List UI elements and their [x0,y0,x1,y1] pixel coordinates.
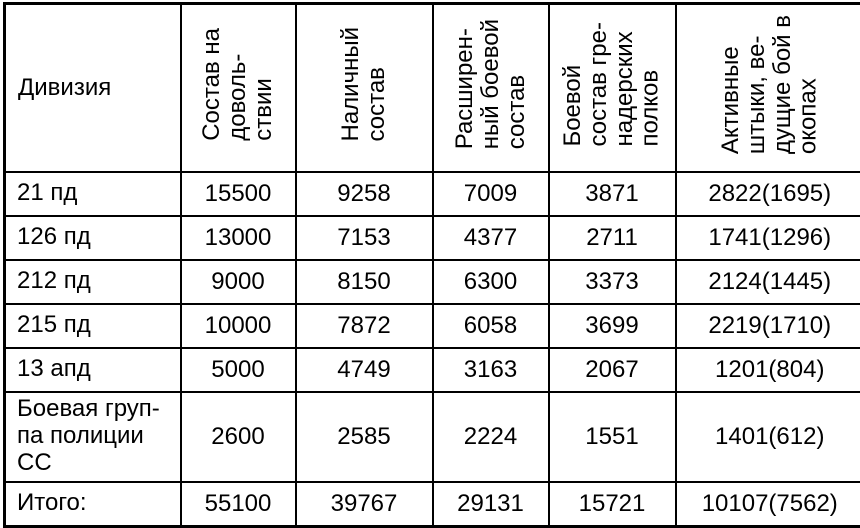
table-row: Боевая груп- па полиции СС 2600 2585 222… [5,392,860,482]
value-cell: 1201(804) [676,348,860,392]
value-cell: 2711 [549,216,676,260]
value-cell: 55100 [181,482,296,527]
value-cell: 9000 [181,260,296,304]
value-cell: 39767 [296,482,433,527]
value-cell: 3163 [433,348,549,392]
value-cell: 6058 [433,304,549,348]
value-cell: 2224 [433,392,549,482]
value-cell: 7009 [433,172,549,216]
value-cell: 8150 [296,260,433,304]
value-cell: 6300 [433,260,549,304]
table-header-row: Дивизия Состав на доволь- ствии Наличный… [5,4,860,172]
value-cell: 2585 [296,392,433,482]
value-cell: 10107(7562) [676,482,860,527]
division-cell: 13 апд [5,348,181,392]
total-label-cell: Итого: [5,482,181,527]
column-header-grenadier-combat-strength: Боевой состав гре- надерских полков [549,4,676,172]
value-cell: 13000 [181,216,296,260]
value-cell: 9258 [296,172,433,216]
table-row: 212 пд 9000 8150 6300 3373 2124(1445) [5,260,860,304]
value-cell: 4377 [433,216,549,260]
division-cell: 212 пд [5,260,181,304]
column-header-active-bayonets: Активные штыки, ве- дущие бой в окопах [676,4,860,172]
value-cell: 7872 [296,304,433,348]
table-row: 21 пд 15500 9258 7009 3871 2822(1695) [5,172,860,216]
rotated-header-text: Состав на доволь- ствии [199,28,277,141]
value-cell: 2822(1695) [676,172,860,216]
value-cell: 2124(1445) [676,260,860,304]
rotated-header-text: Боевой состав гре- надерских полков [560,22,664,147]
rotated-header-text: Расширен- ный боевой состав [452,19,530,149]
value-cell: 1401(612) [676,392,860,482]
value-cell: 3871 [549,172,676,216]
value-cell: 4749 [296,348,433,392]
table-row: 13 апд 5000 4749 3163 2067 1201(804) [5,348,860,392]
value-cell: 5000 [181,348,296,392]
value-cell: 3699 [549,304,676,348]
column-header-ration-strength: Состав на доволь- ствии [181,4,296,172]
value-cell: 2067 [549,348,676,392]
column-header-present-strength: Наличный состав [296,4,433,172]
division-cell: 215 пд [5,304,181,348]
rotated-header-text: Наличный состав [338,27,390,142]
column-header-extended-combat-strength: Расширен- ный боевой состав [433,4,549,172]
value-cell: 1551 [549,392,676,482]
table-total-row: Итого: 55100 39767 29131 15721 10107(756… [5,482,860,527]
rotated-header-text: Активные штыки, ве- дущие бой в окопах [718,15,822,154]
value-cell: 15500 [181,172,296,216]
division-cell: Боевая груп- па полиции СС [5,392,181,482]
table-row: 215 пд 10000 7872 6058 3699 2219(1710) [5,304,860,348]
column-header-division: Дивизия [5,4,181,172]
division-cell: 126 пд [5,216,181,260]
value-cell: 29131 [433,482,549,527]
value-cell: 3373 [549,260,676,304]
manpower-table: Дивизия Состав на доволь- ствии Наличный… [3,2,860,528]
table-row: 126 пд 13000 7153 4377 2711 1741(1296) [5,216,860,260]
division-cell: 21 пд [5,172,181,216]
value-cell: 1741(1296) [676,216,860,260]
value-cell: 2600 [181,392,296,482]
value-cell: 7153 [296,216,433,260]
value-cell: 2219(1710) [676,304,860,348]
value-cell: 10000 [181,304,296,348]
value-cell: 15721 [549,482,676,527]
